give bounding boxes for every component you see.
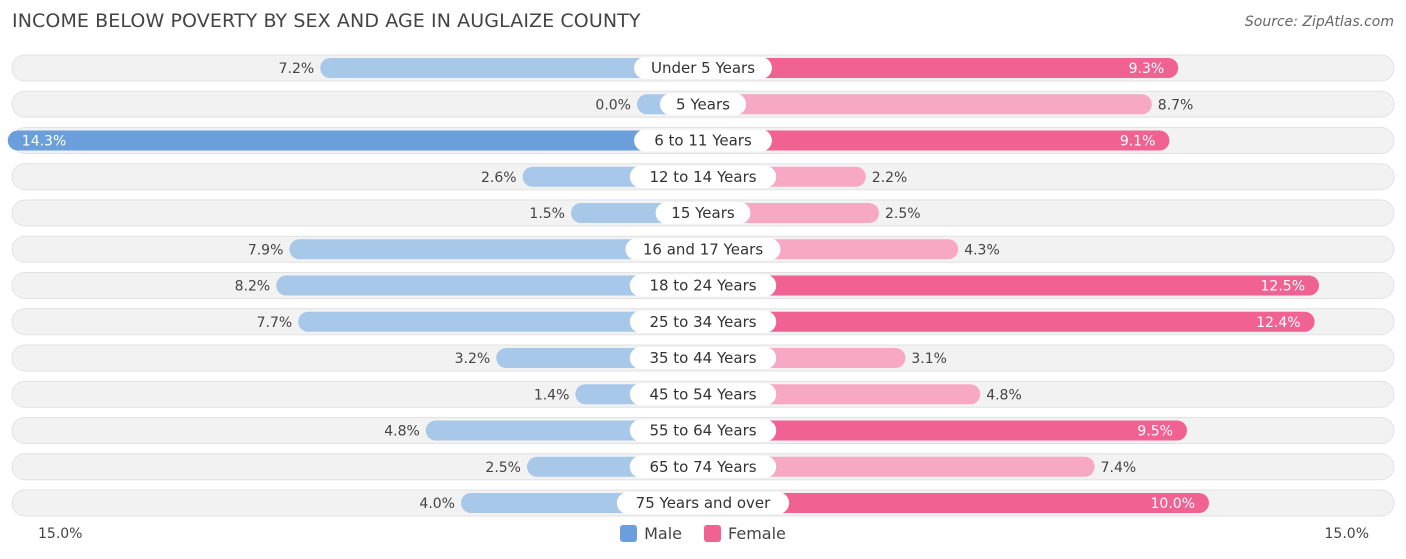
male-value-label: 0.0%	[595, 97, 631, 113]
female-value-label: 3.1%	[911, 351, 947, 367]
category-label: 65 to 74 Years	[649, 458, 756, 476]
female-bar	[703, 456, 1095, 477]
male-bar	[320, 58, 703, 78]
category-pill	[629, 165, 777, 188]
male-bar	[7, 130, 704, 151]
category-label: Under 5 Years	[651, 59, 755, 77]
female-value-label: 9.1%	[1120, 134, 1156, 150]
chart-row: 4.0% 10.0% 75 Years and over	[11, 489, 1395, 517]
male-value-label: 4.8%	[384, 424, 420, 440]
male-value-label: 4.0%	[419, 496, 455, 512]
female-value-label: 9.5%	[1137, 424, 1173, 440]
axis-right-label: 15.0%	[1324, 526, 1369, 542]
category-pill	[629, 383, 777, 406]
axis-left-label: 15.0%	[38, 526, 83, 542]
category-pill	[634, 57, 772, 79]
male-value-label: 14.3%	[22, 134, 66, 150]
chart-row: 1.4% 4.8% 45 to 54 Years	[11, 380, 1395, 408]
female-bar	[703, 130, 1170, 151]
category-label: 12 to 14 Years	[649, 168, 756, 186]
male-bar	[289, 239, 703, 260]
female-bar	[703, 311, 1315, 332]
category-pill	[629, 274, 777, 297]
female-bar	[703, 94, 1152, 115]
category-label: 45 to 54 Years	[649, 385, 756, 403]
category-pill	[625, 238, 781, 261]
legend-female: Female	[704, 524, 786, 543]
female-value-label: 12.4%	[1256, 315, 1300, 331]
legend-male-swatch	[620, 525, 638, 542]
female-value-label: 10.0%	[1151, 496, 1195, 512]
female-value-label: 4.3%	[964, 242, 1000, 258]
category-pill	[629, 347, 777, 369]
chart-row: 14.3% 9.1% 6 to 11 Years	[7, 127, 1395, 154]
female-bar	[703, 420, 1187, 441]
male-value-label: 1.5%	[529, 206, 565, 222]
male-value-label: 2.5%	[485, 460, 521, 476]
category-label: 75 Years and over	[636, 494, 771, 512]
chart-row: 7.7% 12.4% 25 to 34 Years	[11, 308, 1395, 336]
chart-row: 2.5% 7.4% 65 to 74 Years	[11, 453, 1395, 481]
female-value-label: 12.5%	[1261, 279, 1305, 295]
female-bar	[703, 275, 1319, 296]
chart-title: INCOME BELOW POVERTY BY SEX AND AGE IN A…	[12, 10, 641, 32]
chart-row: 0.0% 8.7% 5 Years	[11, 90, 1395, 118]
category-label: 15 Years	[671, 204, 735, 222]
male-value-label: 7.2%	[279, 61, 315, 77]
male-value-label: 7.7%	[257, 315, 293, 331]
category-pill	[616, 492, 790, 514]
female-value-label: 9.3%	[1129, 61, 1165, 77]
legend-male-label: Male	[644, 524, 683, 543]
legend-female-swatch	[704, 525, 722, 542]
category-pill	[634, 129, 772, 152]
female-value-label: 2.5%	[885, 206, 921, 222]
chart-row: 7.9% 4.3% 16 and 17 Years	[11, 235, 1395, 263]
chart-row: 4.8% 9.5% 55 to 64 Years	[11, 417, 1395, 444]
category-pill	[629, 310, 777, 333]
male-value-label: 3.2%	[455, 351, 491, 367]
legend-male: Male	[620, 524, 682, 543]
category-pill	[655, 202, 751, 224]
chart-row: 3.2% 3.1% 35 to 44 Years	[11, 344, 1395, 372]
female-value-label: 4.8%	[986, 387, 1022, 403]
male-value-label: 7.9%	[248, 242, 284, 258]
male-value-label: 8.2%	[235, 279, 271, 295]
source-note: Source: ZipAtlas.com	[1244, 14, 1394, 30]
chart-row: 2.6% 2.2% 12 to 14 Years	[11, 163, 1395, 191]
chart-row: 7.2% 9.3% Under 5 Years	[11, 54, 1395, 82]
legend-female-label: Female	[728, 524, 786, 543]
category-label: 25 to 34 Years	[649, 313, 756, 331]
female-value-label: 8.7%	[1158, 97, 1194, 113]
female-value-label: 2.2%	[872, 170, 908, 186]
category-label: 6 to 11 Years	[654, 132, 752, 150]
legend: Male Female	[0, 524, 1406, 543]
chart-row: 8.2% 12.5% 18 to 24 Years	[11, 272, 1395, 299]
category-pill	[659, 93, 747, 116]
category-label: 18 to 24 Years	[649, 277, 756, 295]
male-bar	[298, 311, 703, 332]
category-label: 35 to 44 Years	[649, 349, 756, 367]
female-value-label: 7.4%	[1101, 460, 1137, 476]
category-label: 16 and 17 Years	[643, 240, 763, 258]
category-pill	[629, 455, 777, 478]
female-bar	[703, 493, 1209, 513]
category-label: 55 to 64 Years	[649, 422, 756, 440]
chart-row: 1.5% 2.5% 15 Years	[11, 199, 1395, 227]
chart-canvas: 7.2% 9.3% Under 5 Years 0.0% 8.7% 5 Years 14.3…	[7, 54, 1395, 517]
male-value-label: 1.4%	[534, 387, 570, 403]
female-bar	[703, 58, 1179, 78]
male-bar	[276, 275, 703, 296]
category-label: 5 Years	[676, 95, 730, 113]
category-pill	[629, 419, 777, 442]
male-value-label: 2.6%	[481, 170, 517, 186]
